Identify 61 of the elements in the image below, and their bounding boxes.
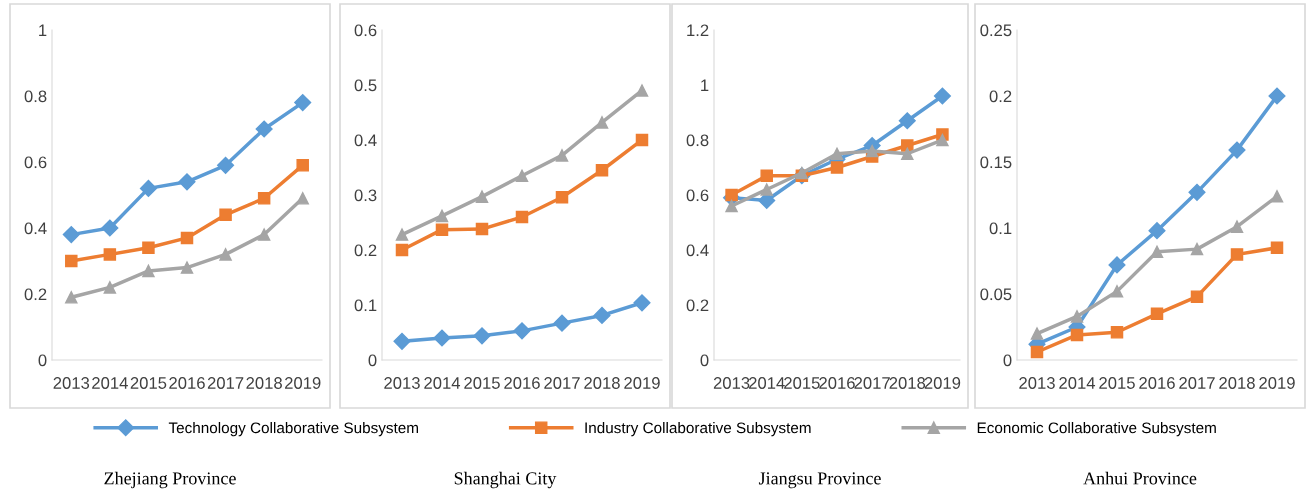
- y-tick-label: 0.6: [354, 24, 377, 37]
- x-tick-label: 2014: [92, 377, 128, 389]
- x-tick-label: 2018: [584, 377, 620, 389]
- x-tick-label: 2015: [1099, 377, 1135, 389]
- x-tick-label: 2019: [924, 377, 961, 389]
- y-tick-label: 0: [38, 354, 47, 367]
- y-tick-label: 0.1: [354, 299, 377, 312]
- y-tick-label: 0: [368, 354, 377, 367]
- y-tick-label: 0.2: [989, 90, 1012, 103]
- y-tick-label: 0.6: [686, 189, 709, 202]
- x-tick-label: 2015: [784, 377, 820, 389]
- x-tick-label: 2016: [504, 377, 540, 389]
- x-tick-label: 2018: [889, 377, 926, 389]
- x-tick-label: 2018: [1219, 377, 1255, 389]
- y-tick-label: 0.2: [686, 299, 709, 312]
- x-tick-label: 2017: [207, 377, 244, 389]
- y-tick-label: 1: [701, 79, 709, 92]
- y-tick-label: 1: [39, 24, 47, 37]
- legend-label: Economic Collaborative Subsystem: [977, 422, 1216, 437]
- x-tick-label: 2019: [285, 377, 321, 389]
- y-tick-label: 0: [1003, 354, 1012, 367]
- y-tick-label: 0.25: [980, 24, 1012, 37]
- text: Jiangsu Province: [758, 472, 881, 489]
- y-tick-label: 0.4: [24, 222, 47, 235]
- x-tick-label: 2016: [819, 377, 855, 389]
- y-tick-label: 0.1: [989, 222, 1012, 235]
- legend-label: Technology Collaborative Subsystem: [168, 422, 418, 437]
- y-tick-label: 0.05: [980, 288, 1012, 301]
- text: Anhui Province: [1083, 471, 1197, 485]
- x-tick-label: 2019: [624, 377, 660, 389]
- x-tick-label: 2014: [749, 377, 785, 389]
- y-tick-label: 0.4: [686, 244, 709, 257]
- legend-label: Industry Collaborative Subsystem: [585, 422, 811, 437]
- x-tick-label: 2014: [1059, 377, 1096, 389]
- x-tick-label: 2017: [1179, 377, 1215, 389]
- y-tick-label: 0.2: [24, 288, 47, 301]
- text: Zhejiang Province: [104, 471, 236, 489]
- y-tick-label: 0.6: [24, 156, 47, 169]
- x-tick-label: 2019: [1259, 377, 1295, 389]
- y-tick-label: 1.2: [687, 24, 709, 37]
- y-tick-label: 0.5: [354, 79, 377, 92]
- x-tick-label: 2018: [246, 377, 282, 389]
- x-tick-label: 2015: [464, 377, 500, 389]
- y-tick-label: 0.8: [686, 134, 709, 147]
- x-tick-label: 2015: [130, 377, 167, 389]
- y-tick-label: 0.15: [980, 156, 1012, 169]
- x-tick-label: 2014: [424, 377, 461, 389]
- x-tick-label: 2013: [1019, 377, 1055, 389]
- x-tick-label: 2017: [854, 377, 890, 389]
- y-tick-label: 0.3: [354, 189, 377, 202]
- x-tick-label: 2013: [53, 377, 90, 389]
- x-tick-label: 2013: [713, 377, 750, 389]
- y-tick-label: 0.8: [24, 90, 47, 103]
- x-tick-label: 2017: [544, 377, 580, 389]
- text: Shanghai City: [454, 471, 557, 489]
- y-tick-label: 0: [700, 354, 709, 367]
- x-tick-label: 2016: [169, 377, 205, 389]
- x-tick-label: 2016: [1139, 377, 1175, 389]
- y-tick-label: 0.2: [354, 244, 377, 257]
- y-tick-label: 0.4: [354, 134, 377, 147]
- x-tick-label: 2013: [384, 377, 420, 389]
